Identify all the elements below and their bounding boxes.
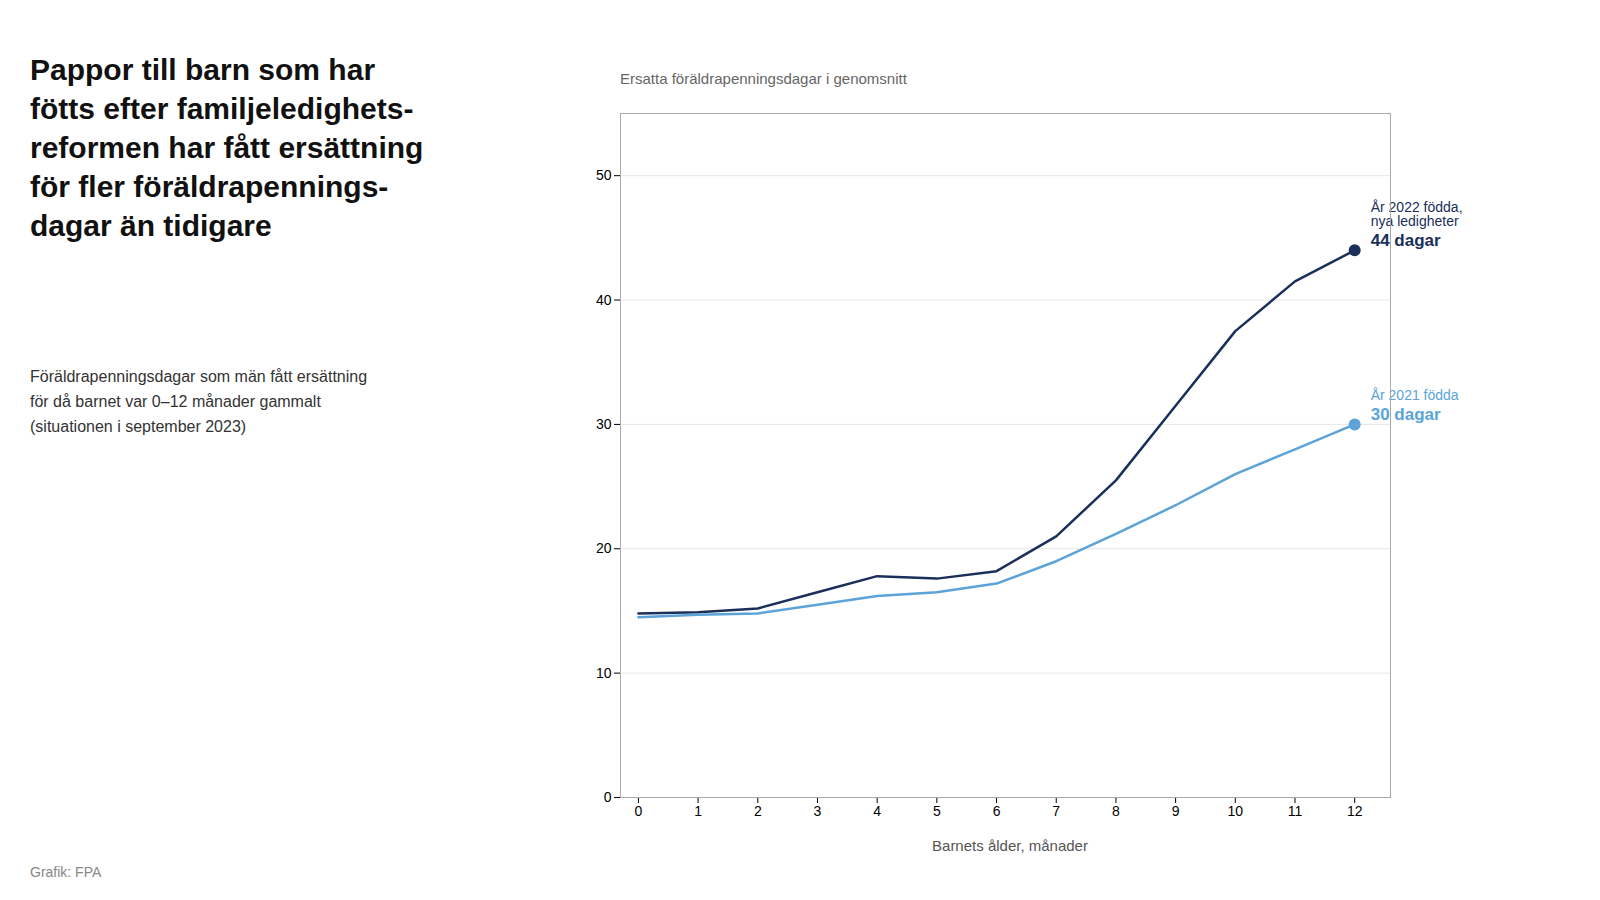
html-text:Ersatta föräldrapenningsdagar: Ersatta föräldrapenningsdagar i genomsni…: [620, 70, 907, 87]
svg-text:44 dagar: 44 dagar: [1371, 231, 1441, 250]
html-text:Föräldrapenningsdagar som män: Föräldrapenningsdagar som män fått ersät…: [30, 368, 368, 435]
svg-text:1: 1: [694, 803, 702, 819]
svg-text:5: 5: [933, 803, 941, 819]
svg-text:3: 3: [814, 803, 822, 819]
svg-text:4: 4: [873, 803, 881, 819]
html-text:Barnets ålder, månader: Barnets ålder, månader: [932, 837, 1088, 854]
svg-text:11: 11: [1288, 803, 1303, 819]
svg-text:12: 12: [1347, 803, 1363, 819]
svg-text:9: 9: [1172, 803, 1180, 819]
svg-text:30 dagar: 30 dagar: [1371, 405, 1441, 424]
svg-text:År 2022 födda,nya ledigheter: År 2022 födda,nya ledigheter: [1371, 199, 1463, 229]
svg-text:2: 2: [754, 803, 762, 819]
svg-text:6: 6: [993, 803, 1001, 819]
svg-text:20: 20: [596, 540, 612, 556]
svg-text:10: 10: [1228, 803, 1244, 819]
svg-text:8: 8: [1112, 803, 1120, 819]
html-text:Pappor till barn som har fötts: Pappor till barn som har fötts efter fam…: [30, 53, 424, 242]
svg-text:År 2021 födda: År 2021 födda: [1371, 387, 1459, 403]
svg-text:30: 30: [596, 416, 612, 432]
svg-text:50: 50: [596, 167, 612, 183]
svg-text:0: 0: [635, 803, 643, 819]
svg-text:7: 7: [1052, 803, 1060, 819]
svg-text:40: 40: [596, 292, 612, 308]
html-text:Grafik: FPA: Grafik: FPA: [30, 864, 102, 880]
svg-text:0: 0: [604, 789, 612, 805]
svg-text:10: 10: [596, 665, 612, 681]
